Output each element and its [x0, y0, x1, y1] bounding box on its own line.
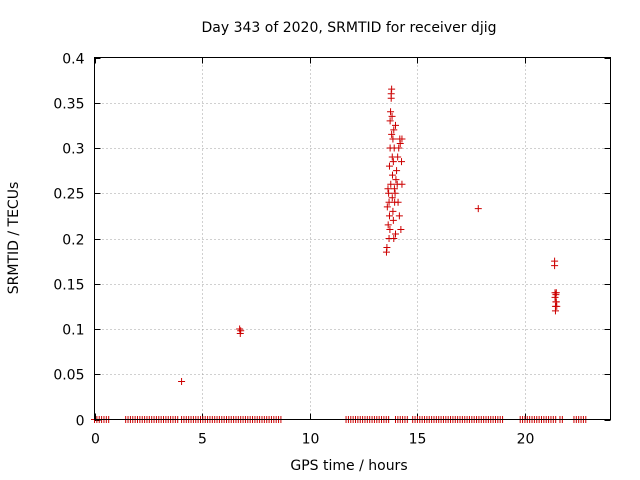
- data-point: [388, 171, 396, 179]
- data-point: [474, 205, 482, 213]
- tick-labels: 0 0.05 0.1 0.15 0.2 0.25 0.3 0.35 0.4 0 5 10 15 20: [53, 52, 534, 448]
- data-point: [398, 180, 406, 188]
- y-tick-label: 0.4: [62, 52, 84, 68]
- data-point: [388, 85, 396, 93]
- x-tick-label: 15: [409, 432, 427, 448]
- y-tick-label: 0.1: [62, 323, 84, 339]
- y-axis-label: SRMTID / TECUs: [6, 182, 22, 295]
- data-point: [397, 225, 405, 233]
- data-point: [394, 153, 402, 161]
- data-point: [390, 235, 398, 242]
- axis-ticks: [94, 57, 611, 421]
- data-point: [392, 121, 399, 129]
- plot-frame: [94, 57, 611, 420]
- data-point: [553, 302, 561, 310]
- data-point: [388, 130, 396, 138]
- y-tick-label: 0.05: [53, 368, 84, 384]
- y-tick-label: 0.3: [62, 142, 84, 158]
- data-point: [552, 289, 560, 297]
- data-point: [387, 94, 395, 102]
- data-point: [396, 139, 404, 147]
- y-tick-label: 0: [76, 414, 85, 430]
- x-tick-label: 20: [517, 432, 535, 448]
- x-tick-label: 5: [198, 432, 207, 448]
- data-point: [386, 225, 394, 233]
- data-point: [385, 189, 393, 197]
- y-tick-label: 0.25: [53, 187, 84, 203]
- data-point: [390, 126, 398, 134]
- data-point: [391, 189, 399, 197]
- data-point: [394, 198, 402, 206]
- data-point: [395, 212, 403, 220]
- data-point: [393, 167, 401, 175]
- y-tick-label: 0.35: [53, 97, 84, 113]
- data-point: [389, 216, 397, 224]
- data-point: [392, 230, 399, 238]
- data-point: [388, 194, 396, 202]
- data-point: [237, 327, 245, 335]
- data-point: [383, 203, 391, 211]
- data-point: [384, 185, 392, 193]
- x-tick-label: 10: [302, 432, 320, 448]
- data-point: [384, 221, 392, 229]
- data-point: [392, 176, 400, 184]
- data-point: [398, 158, 406, 166]
- x-tick-label: 0: [91, 432, 100, 448]
- data-point: [178, 377, 186, 385]
- data-point: [236, 325, 244, 333]
- data-point: [551, 262, 559, 270]
- data-point: [551, 307, 559, 315]
- data-point: [385, 162, 393, 170]
- data-point: [389, 135, 397, 143]
- data-point: [388, 112, 396, 120]
- chart-title: Day 343 of 2020, SRMTID for receiver dji…: [202, 20, 497, 36]
- data-point: [387, 180, 395, 188]
- data-point: [383, 244, 391, 252]
- data-point: [389, 158, 397, 166]
- data-point: [390, 185, 398, 193]
- data-point: [386, 117, 394, 125]
- y-tick-label: 0.15: [53, 278, 84, 294]
- data-point: [389, 207, 397, 215]
- data-point: [398, 135, 406, 143]
- data-point: [387, 108, 395, 116]
- data-point: [395, 144, 403, 152]
- x-axis-label: GPS time / hours: [290, 458, 407, 474]
- data-point: [385, 212, 393, 220]
- grid-lines: [94, 57, 611, 420]
- y-tick-label: 0.2: [62, 233, 84, 249]
